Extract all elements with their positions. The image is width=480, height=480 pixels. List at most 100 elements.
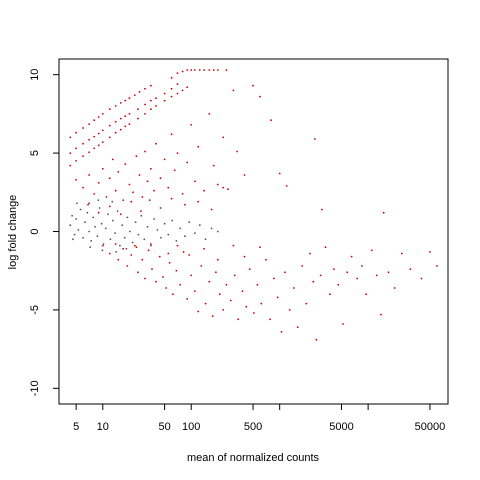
data-point	[159, 207, 162, 209]
data-point	[225, 283, 228, 286]
data-point	[233, 274, 236, 277]
data-point	[119, 244, 121, 247]
data-point	[75, 178, 77, 181]
data-point	[155, 105, 157, 107]
data-point	[429, 251, 431, 253]
data-point	[135, 155, 138, 158]
data-point	[163, 158, 166, 161]
data-point	[252, 84, 254, 87]
data-point	[82, 155, 84, 158]
data-point	[141, 258, 144, 261]
data-point	[176, 83, 179, 85]
y-tick-label: 0	[29, 228, 41, 234]
data-point	[190, 69, 193, 71]
data-point	[119, 117, 122, 120]
data-point	[90, 240, 93, 242]
data-point	[71, 214, 73, 217]
data-point	[181, 89, 184, 92]
data-point	[124, 115, 127, 118]
data-point	[212, 69, 215, 71]
data-point	[393, 287, 396, 289]
data-point	[198, 69, 201, 71]
data-point	[73, 233, 76, 236]
data-point	[114, 232, 116, 235]
data-point	[128, 97, 131, 100]
data-point	[133, 94, 136, 96]
data-point	[181, 70, 184, 73]
data-point	[232, 244, 235, 247]
data-point	[203, 69, 206, 71]
data-point	[101, 249, 104, 252]
data-point	[210, 227, 213, 230]
data-point	[293, 287, 295, 289]
data-point	[321, 208, 323, 211]
data-point	[140, 214, 143, 217]
data-point	[208, 113, 211, 115]
data-point	[124, 99, 127, 102]
data-point	[370, 249, 373, 252]
data-point	[150, 108, 152, 111]
data-point	[111, 219, 114, 222]
data-point	[184, 203, 186, 206]
data-point	[188, 254, 191, 256]
data-point	[171, 219, 174, 222]
data-point	[135, 246, 138, 249]
data-point	[108, 124, 111, 127]
data-point	[319, 274, 322, 277]
data-point	[134, 221, 137, 224]
data-point	[232, 89, 235, 92]
data-point	[285, 185, 288, 187]
data-point	[108, 108, 111, 111]
data-point	[165, 287, 168, 289]
data-point	[241, 290, 244, 292]
data-point	[88, 138, 90, 141]
data-point	[82, 127, 84, 129]
data-point	[93, 135, 96, 138]
data-point	[409, 268, 412, 270]
data-point	[243, 174, 246, 176]
data-point	[117, 171, 120, 173]
data-point	[182, 251, 185, 253]
data-point	[109, 238, 112, 241]
data-point	[227, 188, 229, 191]
data-point	[204, 238, 207, 241]
data-point	[114, 131, 117, 134]
data-point	[124, 125, 127, 128]
data-point	[128, 183, 131, 186]
data-point	[324, 246, 327, 249]
data-point	[130, 200, 133, 203]
data-point	[124, 163, 127, 166]
data-point	[94, 225, 96, 228]
data-point	[88, 151, 90, 154]
data-point	[144, 103, 146, 106]
data-point	[172, 293, 174, 296]
data-point	[167, 252, 170, 255]
data-point	[179, 227, 182, 230]
data-point	[186, 69, 189, 71]
data-point	[259, 95, 261, 98]
data-point	[176, 152, 179, 155]
data-point	[97, 199, 100, 202]
data-point	[97, 144, 100, 147]
data-point	[69, 152, 72, 155]
data-point	[278, 172, 281, 175]
data-point	[88, 230, 90, 233]
data-point	[314, 138, 316, 140]
data-point	[170, 133, 173, 136]
data-point	[208, 280, 211, 283]
data-point	[88, 174, 90, 176]
data-point	[270, 119, 272, 122]
data-point	[186, 86, 189, 89]
data-point	[197, 200, 200, 203]
data-point	[89, 246, 92, 249]
data-point	[93, 147, 96, 150]
data-point	[101, 244, 104, 247]
data-point	[236, 150, 239, 153]
data-point	[108, 205, 111, 208]
x-tick-label: 500	[244, 421, 262, 433]
data-point	[153, 218, 156, 220]
data-point	[97, 211, 100, 214]
data-point	[105, 196, 108, 198]
data-point	[87, 203, 89, 206]
data-point	[153, 189, 156, 192]
